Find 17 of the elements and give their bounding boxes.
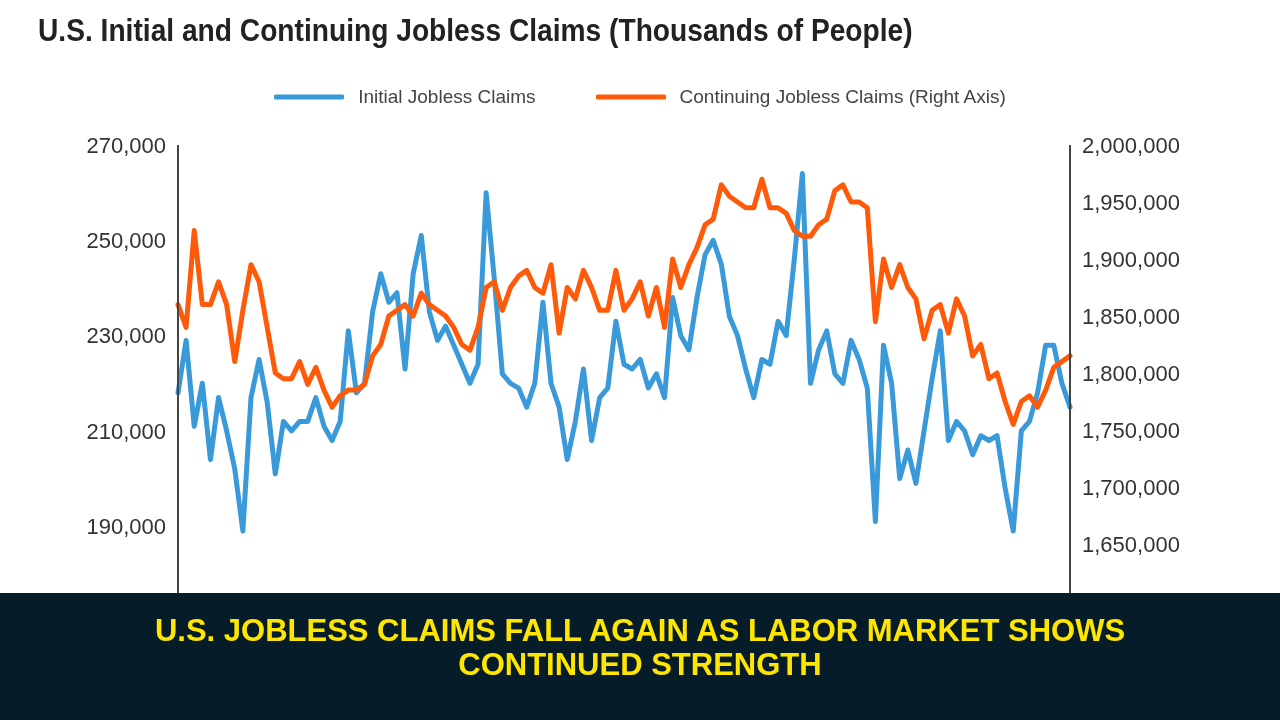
y-tick-label: 190,000 — [86, 514, 166, 540]
y2-tick-label: 1,700,000 — [1082, 474, 1180, 500]
chart-title: U.S. Initial and Continuing Jobless Claims (Thousands of People) — [38, 12, 913, 49]
y-tick-label: 230,000 — [86, 323, 166, 349]
legend-label: Continuing Jobless Claims (Right Axis) — [679, 86, 1006, 108]
y-tick-label: 210,000 — [86, 418, 166, 444]
y2-tick-label: 1,850,000 — [1082, 303, 1180, 329]
y2-tick-label: 1,800,000 — [1082, 360, 1180, 386]
y2-tick-label: 1,750,000 — [1082, 417, 1180, 443]
y2-tick-label: 1,650,000 — [1082, 531, 1180, 557]
y2-tick-label: 1,900,000 — [1082, 246, 1180, 272]
y-tick-label: 250,000 — [86, 228, 166, 254]
text: U.S. JOBLESS CLAIMS FALL AGAIN AS LABOR MARKET SHOWS CONTINUED STRENGTH — [153, 612, 1127, 682]
y2-tick-label: 2,000,000 — [1082, 132, 1180, 158]
legend-label: Initial Jobless Claims — [358, 86, 536, 108]
y-tick-label: 270,000 — [86, 132, 166, 158]
y2-tick-label: 1,950,000 — [1082, 189, 1180, 215]
